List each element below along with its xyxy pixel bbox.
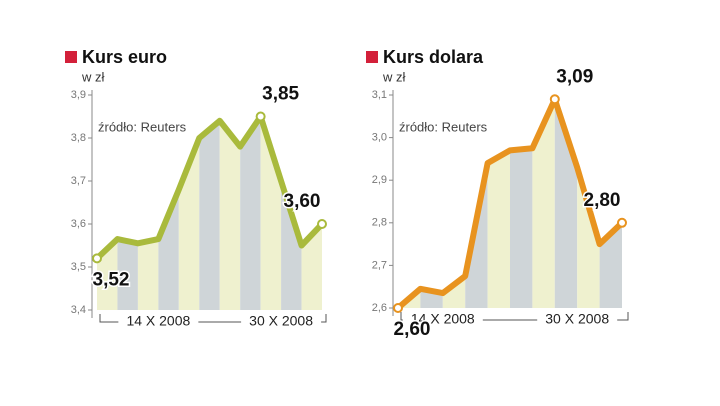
marker: [617, 217, 627, 228]
stripe: [137, 116, 159, 310]
value-label: 2,80: [584, 190, 621, 211]
y-tick-label: 3,4: [71, 304, 86, 316]
x-label-bg: [241, 315, 322, 329]
stripe: [398, 99, 421, 308]
value-label: 2,60: [394, 319, 431, 340]
y-tick-label: 3,8: [71, 132, 86, 144]
x-tick-label: 30 X 2008: [249, 313, 313, 329]
stripe: [240, 116, 261, 310]
line: [94, 113, 325, 262]
title-square: [65, 51, 77, 63]
y-tick-label: 2,7: [372, 259, 387, 271]
x-bracket: [400, 312, 629, 321]
value-label: 3,60: [284, 191, 321, 212]
title-square: [366, 51, 378, 63]
y-tick-label: 3,0: [372, 132, 387, 144]
x-tick-label: 14 X 2008: [126, 313, 190, 329]
stripe: [487, 99, 510, 308]
stripe: [420, 99, 443, 308]
chart-title: Kurs euro: [82, 47, 167, 67]
y-tick-label: 2,6: [372, 302, 387, 314]
chart-title: Kurs dolara: [383, 47, 484, 67]
annotation: źródło: Reuters: [399, 119, 488, 134]
y-tick-label: 3,7: [71, 175, 86, 187]
stripe: [510, 99, 533, 308]
marker: [92, 253, 102, 264]
x-label-bg: [537, 313, 618, 327]
stripe: [442, 99, 466, 308]
chart-subtitle: w zł: [382, 69, 406, 84]
marker: [317, 219, 327, 229]
x-label-bg: [402, 313, 483, 327]
value-label: 3,85: [262, 84, 299, 105]
y-tick-label: 2,9: [372, 174, 387, 186]
marker: [393, 303, 403, 313]
x-bracket: [99, 314, 327, 323]
x-tick-label: 14 X 2008: [411, 311, 475, 327]
stripe: [219, 116, 241, 310]
x-label-bg: [118, 315, 199, 329]
line: [395, 96, 625, 311]
chart-subtitle: w zł: [81, 69, 105, 84]
stripe: [178, 116, 200, 310]
marker: [255, 111, 266, 122]
y-tick-label: 3,1: [372, 89, 387, 101]
y-tick-label: 2,8: [372, 217, 387, 229]
annotation: źródło: Reuters: [98, 119, 187, 134]
stripe: [532, 99, 555, 308]
value-label: 3,52: [93, 269, 130, 290]
x-tick-label: 30 X 2008: [545, 311, 609, 327]
y-tick-label: 3,9: [71, 89, 86, 101]
y-tick-label: 3,5: [71, 261, 86, 273]
stripe: [199, 116, 220, 310]
stripe: [260, 116, 282, 310]
marker: [549, 94, 560, 105]
y-tick-label: 3,6: [71, 218, 86, 230]
value-label: 3,09: [556, 66, 593, 87]
